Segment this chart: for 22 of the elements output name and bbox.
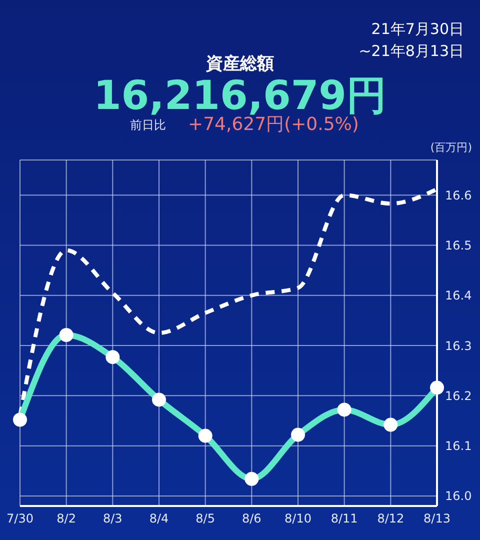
x-tick-label: 7/30 — [6, 512, 34, 526]
x-tick-label: 8/5 — [196, 512, 215, 526]
x-tick-label: 8/2 — [56, 512, 76, 526]
y-tick-label: 16.4 — [445, 288, 472, 303]
text: 前日比 — [130, 117, 166, 134]
x-tick-label: 8/6 — [242, 512, 262, 526]
x-tick-label: 8/3 — [103, 512, 122, 526]
y-tick-label: 16.5 — [445, 238, 472, 253]
chart-title: 資産総額 — [206, 54, 274, 74]
x-tick-label: 8/11 — [330, 512, 358, 526]
y-tick-label: 16.2 — [445, 388, 472, 403]
x-tick-label: 8/13 — [424, 512, 450, 526]
y-axis-title: (百万円) — [430, 140, 472, 155]
x-tick-label: 8/10 — [284, 512, 312, 526]
text: 21年7月30日 — [370, 19, 464, 40]
y-tick-label: 16.0 — [445, 489, 472, 504]
text: ~21年8月13日 — [358, 41, 464, 62]
x-tick-label: 8/12 — [377, 512, 404, 526]
x-tick-label: 8/4 — [149, 512, 169, 526]
y-tick-label: 16.3 — [445, 338, 472, 353]
y-tick-label: 16.1 — [445, 439, 472, 454]
y-tick-label: 16.6 — [445, 188, 472, 202]
